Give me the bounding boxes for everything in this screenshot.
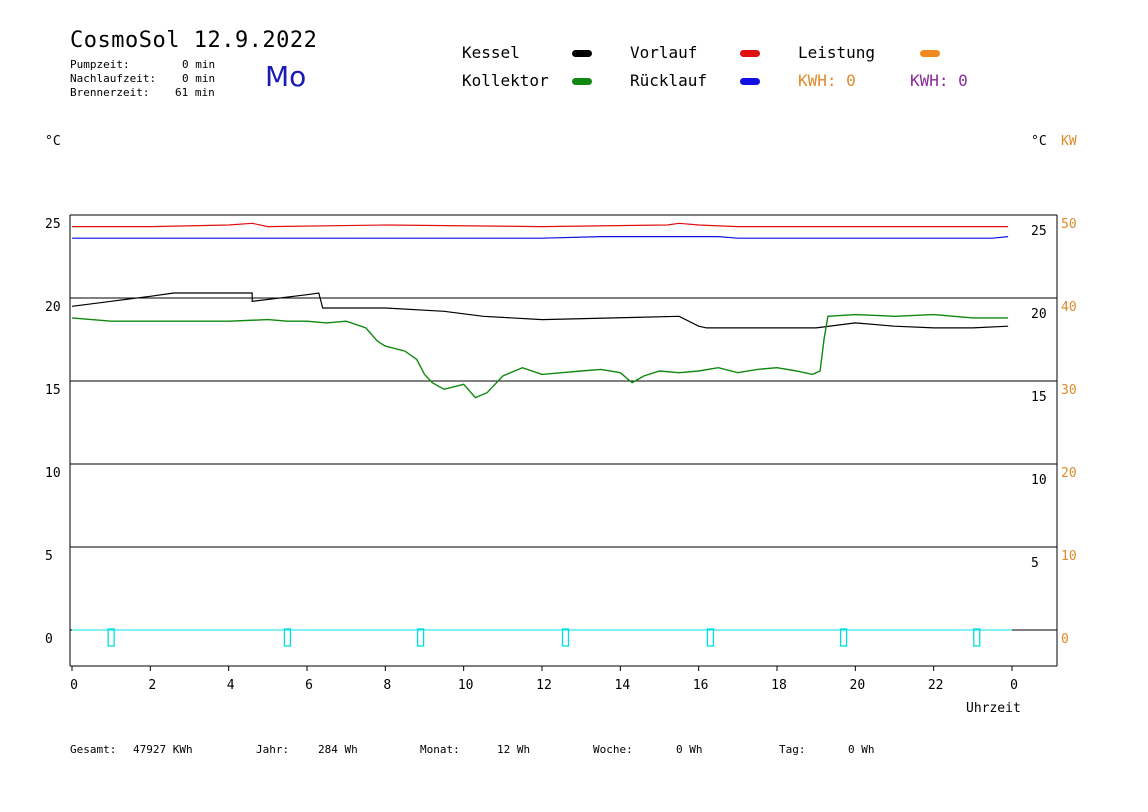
stat-pumpzeit-label: Pumpzeit: [70,58,130,71]
series-line-kollektor [71,313,1009,399]
footer-monat-label: Monat: [420,743,460,756]
legend-leistung-label: Leistung [798,43,876,62]
x-tick-label: 10 [458,678,474,693]
chart-grid [69,214,1058,667]
series-line-rcklauf [72,236,1009,239]
footer-tag-value: 0 Wh [848,743,875,756]
chart-series [71,222,1012,631]
y-right-kw-tick-label: 10 [1061,549,1077,564]
stat-brennerzeit-value: 61 min [175,86,215,99]
legend-ruecklauf-label: Rücklauf [630,71,708,90]
y-right-kw-tick-label: 50 [1061,217,1077,232]
right-axis-unit: °C [1031,134,1047,149]
left-axis-unit: °C [45,134,61,149]
y-right-tick-label: 20 [1031,307,1047,322]
y-right-tick-label: 15 [1031,390,1047,405]
x-tick-label: 16 [693,678,709,693]
x-tick-label: 4 [227,678,235,693]
footer-monat-value: 12 Wh [497,743,531,756]
chart-title: CosmoSol 12.9.2022 [70,28,318,53]
x-tick-label: 2 [148,678,156,693]
pump-marker [706,628,715,647]
legend-vorlauf-swatch [740,50,760,57]
legend-leistung-swatch [920,50,940,57]
x-tick-label: 18 [771,678,787,693]
y-left-tick-label: 0 [45,632,53,647]
stat-pumpzeit-value: 0 min [182,58,216,71]
legend-kollektor-swatch [572,78,592,85]
y-right-kw-tick-label: 40 [1061,300,1077,315]
x-tick-label: 8 [383,678,391,693]
legend-vorlauf-label: Vorlauf [630,43,698,62]
x-tick-label: 20 [850,678,866,693]
x-tick-label: 0 [70,678,78,693]
y-left-tick-label: 25 [45,217,61,232]
pump-marker [561,628,570,647]
stat-nachlaufzeit-label: Nachlaufzeit: [70,72,157,85]
y-right-kw-tick-label: 0 [1061,632,1069,647]
stat-brennerzeit-label: Brennerzeit: [70,86,150,99]
x-tick-label: 12 [536,678,552,693]
pump-markers [107,628,981,647]
y-right-kw-tick-label: 30 [1061,383,1077,398]
legend-ruecklauf-swatch [740,78,760,85]
footer-gesamt-value: 47927 KWh [133,743,193,756]
legend-kwh-orange: KWH: 0 [798,71,856,90]
y-right-kw-tick-label: 20 [1061,466,1077,481]
x-tick-label: 22 [928,678,944,693]
footer-gesamt-label: Gesamt: [70,743,117,756]
y-left-tick-label: 10 [45,466,61,481]
x-tick-label: 14 [615,678,631,693]
pump-marker [107,628,115,647]
y-left-tick-label: 15 [45,383,61,398]
x-axis-label: Uhrzeit [966,701,1021,716]
y-left-tick-label: 5 [45,549,53,564]
x-tick-label: 6 [305,678,313,693]
stat-nachlaufzeit-value: 0 min [182,72,216,85]
right-axis-unit-kw: KW [1061,134,1077,149]
weekday-label: Mo [265,60,307,93]
footer-jahr-value: 284 Wh [318,743,358,756]
legend-kollektor-label: Kollektor [462,71,549,90]
footer-woche-label: Woche: [593,743,633,756]
pump-marker [973,628,981,647]
x-tick-label: 0 [1010,678,1018,693]
y-left-tick-label: 20 [45,300,61,315]
y-right-tick-label: 5 [1031,556,1039,571]
y-right-tick-label: 10 [1031,473,1047,488]
y-right-tick-label: 25 [1031,224,1047,239]
legend-kwh-purple: KWH: 0 [910,71,968,90]
pump-marker [416,628,425,647]
footer-woche-value: 0 Wh [676,743,703,756]
footer-jahr-label: Jahr: [256,743,290,756]
pump-marker [839,628,848,647]
series-line-vorlauf [72,222,1009,228]
legend-kessel-label: Kessel [462,43,520,62]
chart-ticks: 0 2 4 6 8 10 12 14 16 18 20 22 025201510502520151055… [45,217,1077,693]
legend-kessel-swatch [572,50,592,57]
pump-marker [283,628,292,647]
series-line-kessel [71,292,1009,329]
footer-tag-label: Tag: [779,743,806,756]
